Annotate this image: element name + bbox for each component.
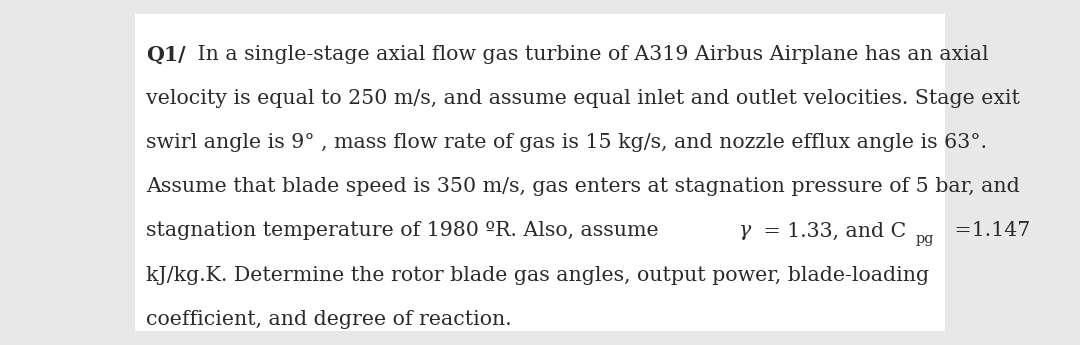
Text: Q1/: Q1/ bbox=[146, 45, 186, 65]
Text: stagnation temperature of 1980 ºR. Also, assume: stagnation temperature of 1980 ºR. Also,… bbox=[146, 221, 665, 240]
Text: velocity is equal to 250 m/s, and assume equal inlet and outlet velocities. Stag: velocity is equal to 250 m/s, and assume… bbox=[146, 89, 1020, 108]
Text: =1.147: =1.147 bbox=[948, 221, 1030, 240]
Text: coefficient, and degree of reaction.: coefficient, and degree of reaction. bbox=[146, 310, 512, 329]
Text: swirl angle is 9° , mass flow rate of gas is 15 kg/s, and nozzle efflux angle is: swirl angle is 9° , mass flow rate of ga… bbox=[146, 133, 987, 152]
Text: γ: γ bbox=[738, 221, 750, 240]
Text: In a single-stage axial flow gas turbine of A319 Airbus Airplane has an axial: In a single-stage axial flow gas turbine… bbox=[191, 45, 989, 64]
Text: pg: pg bbox=[916, 232, 934, 246]
Text: = 1.33, and C: = 1.33, and C bbox=[757, 221, 906, 240]
Text: Assume that blade speed is 350 m/s, gas enters at stagnation pressure of 5 bar, : Assume that blade speed is 350 m/s, gas … bbox=[146, 177, 1020, 196]
FancyBboxPatch shape bbox=[135, 14, 945, 331]
Text: kJ/kg.K. Determine the rotor blade gas angles, output power, blade-loading: kJ/kg.K. Determine the rotor blade gas a… bbox=[146, 266, 929, 285]
